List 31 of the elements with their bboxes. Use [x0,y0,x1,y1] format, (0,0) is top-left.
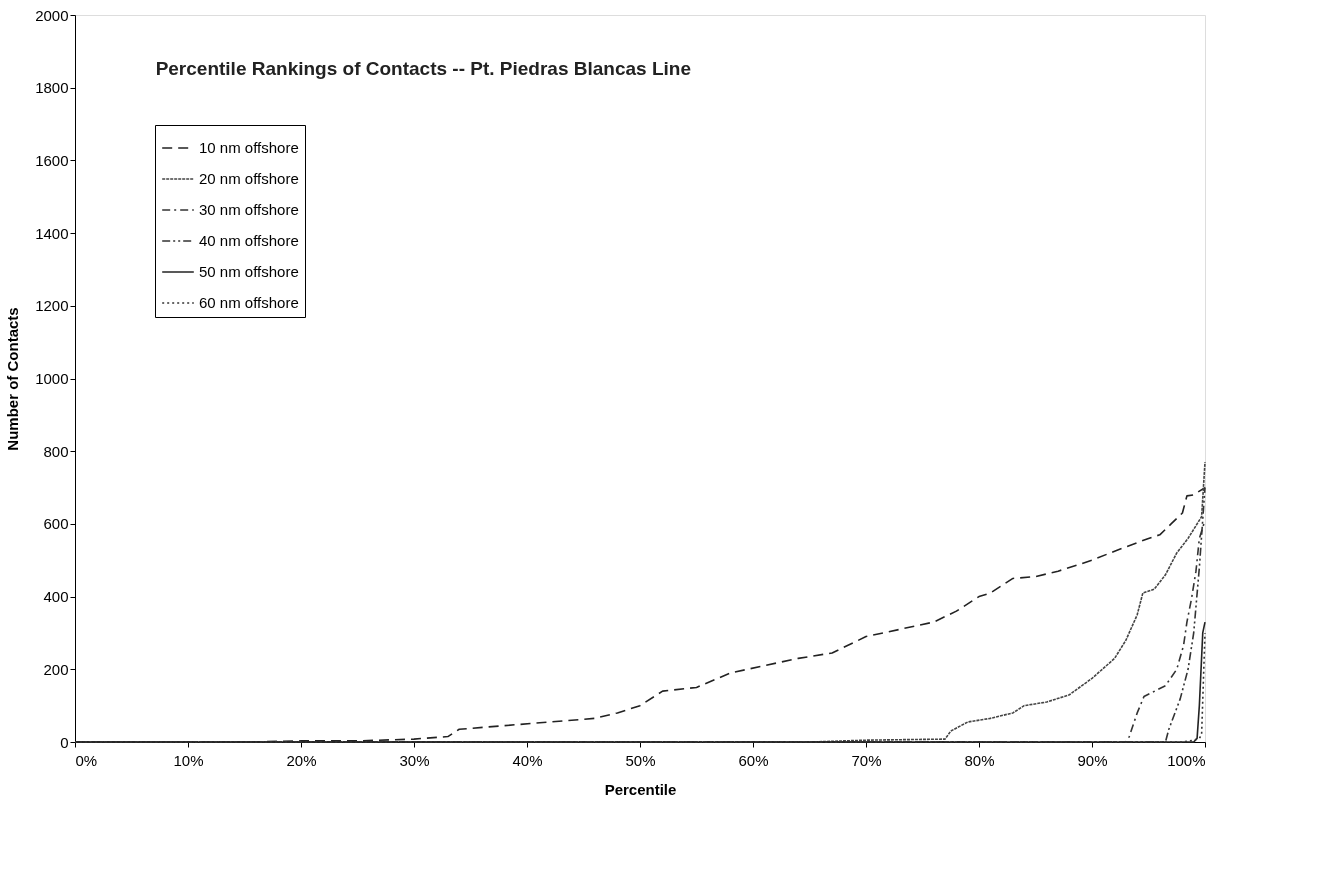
y-tick-label: 1600 [35,151,69,169]
x-tick-label: 10% [173,751,204,769]
x-tick-label: 60% [738,751,769,769]
y-tick-label: 1200 [35,297,69,315]
x-tick-label: 70% [851,751,882,769]
legend-label: 20 nm offshore [199,170,299,187]
x-tick-label: 80% [964,751,995,769]
y-tick-label: 1400 [35,224,69,242]
legend-label: 40 nm offshore [199,232,299,249]
y-tick-label: 400 [43,588,69,606]
legend-label: 50 nm offshore [199,263,299,280]
x-tick-label: 40% [512,751,543,769]
text: Percentile Rankings of Contacts -- Pt. Piedras Blancas Line [155,58,691,79]
x-axis-title: Percentile [604,780,677,798]
x-tick-label: 0% [75,751,98,769]
y-axis-title: Number of Contacts [4,307,22,451]
y-tick-label: 800 [43,442,69,460]
legend-label: 60 nm offshore [199,294,299,311]
y-tick-label: 1800 [35,79,69,97]
legend-label: 30 nm offshore [199,201,299,218]
y-tick-label: 600 [43,515,69,533]
legend-label: 10 nm offshore [199,139,299,156]
x-tick-label: 100% [1167,751,1206,769]
y-tick-label: 2000 [35,6,69,24]
y-tick-label: 1000 [35,370,69,387]
x-tick-label: 50% [625,751,656,769]
x-tick-label: 90% [1077,751,1108,769]
x-tick-label: 30% [399,751,430,769]
y-tick-label: 200 [43,660,69,678]
x-tick-label: 20% [286,751,317,769]
y-tick-label: 0 [60,733,69,751]
